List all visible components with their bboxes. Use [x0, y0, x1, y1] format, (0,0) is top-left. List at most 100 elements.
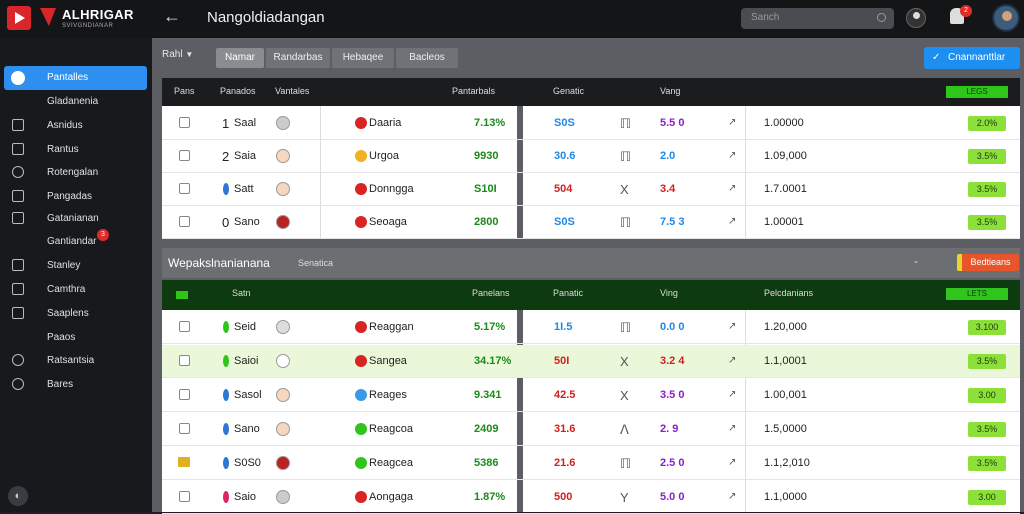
table-row[interactable]: 0 Sano Seoaga 2800 S0S ℿ 7.5 3 ↗ 1.00001… — [162, 206, 1020, 239]
team-logo-icon — [276, 456, 290, 470]
row-checkbox[interactable] — [179, 150, 190, 161]
row-checkbox[interactable] — [179, 423, 190, 434]
link-icon — [12, 354, 24, 366]
country-flag-icon — [178, 457, 190, 467]
row-checkbox[interactable] — [179, 183, 190, 194]
team-name: Seoaga — [369, 216, 407, 228]
team-flag-icon — [355, 117, 367, 129]
table-row[interactable]: 2 Saia Urgoa 9930 30.6 ℿ 2.0 ↗ 1.09,000 … — [162, 140, 1020, 173]
axis-icon: ꓥ — [620, 422, 629, 437]
square-icon — [12, 212, 24, 224]
score-value: 50I — [554, 355, 570, 367]
table-row[interactable]: S0S0 Reagcea 5386 21.6 ℿ 2.5 0 ↗ 1.1,2,0… — [162, 447, 1020, 480]
row-marker-icon — [223, 423, 229, 435]
table-row[interactable]: 1 Saal Daaria 7.13% S0S ℿ 5.5 0 ↗ 1.0000… — [162, 107, 1020, 140]
team-logo-icon — [276, 182, 290, 196]
section-subtitle: Senatica — [298, 258, 334, 268]
sidebar-item-10[interactable]: Saaplens — [4, 302, 147, 326]
team-name: Sangea — [369, 355, 407, 367]
tab-2[interactable]: Hebaqee — [332, 48, 394, 68]
column-header: Vantales — [275, 86, 310, 96]
row-marker-icon — [223, 491, 229, 503]
row-checkbox[interactable] — [179, 355, 190, 366]
sidebar-item-label: Gatanianan — [47, 213, 99, 224]
table-row[interactable]: Saio Aongaga 1.87% 500 Y 5.0 0 ↗ 1.1,000… — [162, 481, 1020, 514]
table-row[interactable]: Saioi Sangea 34.17% 50I X 3.2 4 ↗ 1.1,00… — [162, 345, 1020, 378]
tool-icon — [12, 190, 24, 202]
pill-badge: 3.100 — [968, 320, 1006, 335]
percent-value: 7.13% — [474, 117, 506, 129]
filter-dropdown[interactable]: Rahl ▼ — [162, 49, 193, 60]
collapse-icon[interactable]: - — [914, 254, 918, 268]
sidebar-item-2[interactable]: Asnidus — [4, 114, 147, 138]
sidebar-item-label: Gantiandar — [47, 236, 97, 247]
search-icon — [877, 13, 886, 22]
team-name: Reaggan — [369, 321, 414, 333]
sidebar-item-4[interactable]: Rotengalan — [4, 161, 147, 185]
amount-value: 1.00,001 — [764, 389, 807, 401]
sidebar-item-12[interactable]: Ratsantsia — [4, 349, 147, 373]
status-badge: LEGS — [946, 86, 1008, 98]
row-name: Sano — [234, 423, 260, 435]
table-row[interactable]: Sasol Reages 9.341 42.5 X 3.5 0 ↗ 1.00,0… — [162, 379, 1020, 412]
logo-subtitle: SVIVGNDIANAR — [62, 23, 114, 29]
avatar[interactable] — [992, 4, 1020, 32]
row-checkbox[interactable] — [179, 321, 190, 332]
table-row[interactable]: Seid Reaggan 5.17% 1I.5 ℿ 0.0 0 ↗ 1.20,0… — [162, 311, 1020, 344]
table-row[interactable]: Satt Donngga S10I 504 X 3.4 ↗ 1.7.0001 3… — [162, 173, 1020, 206]
row-name: Saio — [234, 491, 257, 503]
row-checkbox[interactable] — [179, 491, 190, 502]
row-checkbox[interactable] — [179, 216, 190, 227]
sidebar-item-3[interactable]: Rantus — [4, 138, 147, 162]
trend-value: 3.5 0 — [660, 389, 685, 401]
primary-action-button[interactable]: Cnannanttlar — [924, 47, 1020, 69]
percent-value: 1.87% — [474, 491, 506, 503]
user-icon[interactable] — [906, 8, 926, 28]
row-checkbox[interactable] — [179, 389, 190, 400]
percent-value: S10I — [474, 183, 497, 195]
column-header: Panados — [220, 86, 256, 96]
arrow-icon: ↗ — [728, 389, 737, 400]
row-name: Satt — [234, 183, 254, 195]
sidebar-item-8[interactable]: Stanley — [4, 254, 147, 278]
pill-badge: 3.5% — [968, 149, 1006, 164]
sidebar-item-5[interactable]: Pangadas — [4, 185, 147, 209]
team-name: Reagcea — [369, 457, 414, 469]
team-logo-icon — [276, 116, 290, 130]
column-header: Genatic — [553, 86, 585, 96]
circle-icon — [12, 166, 24, 178]
amount-value: 1.20,000 — [764, 321, 807, 333]
arrow-icon: ↗ — [728, 423, 737, 434]
sidebar-item-0[interactable]: Pantalles — [4, 66, 147, 90]
calendar-icon — [12, 259, 24, 271]
sidebar-item-7[interactable]: Gantiandar 3 — [4, 229, 147, 254]
sidebar-item-9[interactable]: Camthra — [4, 278, 147, 302]
section-action-button[interactable]: Bedtieans — [957, 254, 1019, 271]
sidebar-item-label: Asnidus — [47, 120, 83, 131]
share-icon — [12, 307, 24, 319]
percent-value: 2409 — [474, 423, 499, 435]
search-input[interactable]: Sanch — [741, 8, 894, 29]
amount-value: 1.00000 — [764, 117, 804, 129]
header-marker-icon — [176, 291, 188, 299]
table-row[interactable]: Sano Reagcoa 2409 31.6 ꓥ 2. 9 ↗ 1.5,0000… — [162, 413, 1020, 446]
sidebar-item-label: Stanley — [47, 260, 81, 271]
sidebar-item-label: Paaos — [47, 332, 76, 343]
sidebar-item-1[interactable]: Gladanenia — [4, 90, 147, 114]
sidebar-item-label: Rantus — [47, 144, 79, 155]
sidebar-item-11[interactable]: Paaos — [4, 326, 147, 350]
sidebar-item-13[interactable]: Bares — [4, 373, 147, 397]
tab-1[interactable]: Randarbas — [266, 48, 330, 68]
tab-3[interactable]: Bacleos — [396, 48, 458, 68]
sidebar-item-6[interactable]: Gatanianan — [4, 207, 147, 231]
top-bar: ALHRIGAR SVIVGNDIANAR ← Nangoldiadangan … — [0, 0, 1024, 38]
tab-0[interactable]: Namar — [216, 48, 264, 68]
score-value: S0S — [554, 216, 575, 228]
axis-icon: Y — [620, 490, 629, 505]
arrow-icon: ↗ — [728, 321, 737, 332]
row-checkbox[interactable] — [179, 117, 190, 128]
settings-icon[interactable]: ◐ — [8, 486, 28, 506]
back-arrow-icon[interactable]: ← — [163, 6, 181, 26]
team-logo-icon — [276, 388, 290, 402]
axis-icon: ℿ — [620, 149, 632, 164]
